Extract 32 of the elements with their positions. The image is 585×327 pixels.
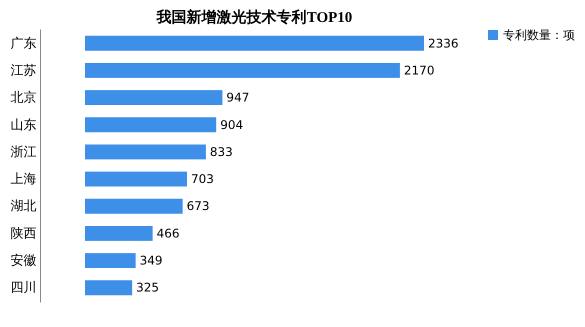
chart-title: 我国新增激光技术专利TOP10 bbox=[156, 8, 352, 26]
legend-label: 专利数量：项 bbox=[503, 28, 575, 42]
data-label: 2170 bbox=[404, 63, 434, 78]
data-label: 673 bbox=[186, 199, 210, 214]
data-label: 466 bbox=[156, 226, 180, 240]
y-tick-label: 上海 bbox=[10, 172, 36, 188]
bar bbox=[85, 36, 424, 51]
bar bbox=[85, 62, 400, 78]
bar bbox=[85, 198, 183, 214]
data-label: 947 bbox=[226, 90, 250, 105]
bar bbox=[85, 226, 153, 241]
y-tick-label: 江苏 bbox=[10, 63, 36, 78]
y-tick-label: 四川 bbox=[10, 280, 36, 296]
y-tick-label: 浙江 bbox=[10, 144, 36, 160]
bar bbox=[85, 144, 206, 160]
y-tick-label: 安徽 bbox=[10, 252, 36, 269]
bar bbox=[85, 280, 132, 296]
y-tick-label: 陕西 bbox=[10, 226, 36, 242]
bar bbox=[85, 117, 216, 132]
y-tick-label: 山东 bbox=[10, 118, 36, 133]
bar bbox=[85, 172, 188, 187]
data-label: 904 bbox=[220, 118, 244, 132]
y-tick-label: 湖北 bbox=[10, 199, 36, 214]
bar bbox=[85, 90, 222, 106]
data-label: 325 bbox=[136, 280, 160, 295]
y-tick-label: 广东 bbox=[10, 36, 36, 52]
bar bbox=[85, 253, 136, 268]
data-label: 703 bbox=[191, 172, 214, 186]
y-tick-label: 北京 bbox=[10, 90, 36, 106]
data-label: 349 bbox=[140, 254, 163, 268]
data-label: 833 bbox=[210, 144, 233, 159]
data-label: 2336 bbox=[428, 36, 459, 50]
